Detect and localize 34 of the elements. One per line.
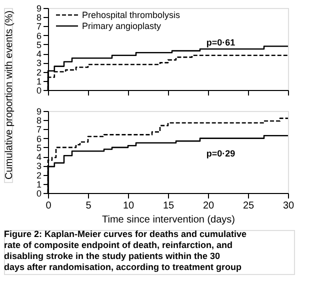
- caption: Figure 2: Kaplan-Meier curves for deaths and cumulative rate of composite endpoint of death, reinfarction, and disabling stroke in the study patients within the 30 days after randomisation, according to treatment group: [4, 229, 247, 272]
- x-tick-label: 10: [122, 200, 134, 212]
- y-tick-label: 4: [36, 49, 42, 60]
- y-tick-label: 6: [36, 30, 42, 41]
- x-tick-label: 30: [282, 200, 294, 212]
- y-axis-title: Cumulative proportion with events (%): [4, 10, 15, 180]
- y-tick-label: 3: [36, 161, 42, 172]
- y-tick-label: 9: [36, 4, 42, 14]
- y-tick-label: 8: [36, 12, 42, 23]
- y-tick-label: 0: [36, 86, 42, 96]
- y-tick-label: 7: [36, 124, 42, 135]
- y-tick-label: 2: [36, 67, 42, 78]
- y-tick-label: 1: [36, 179, 42, 190]
- annotation: p=0·29: [206, 148, 236, 159]
- x-tick-label: 5: [86, 200, 92, 212]
- y-tick-label: 2: [36, 170, 42, 180]
- y-tick-label: 1: [36, 76, 42, 86]
- y-tick-label: 4: [36, 152, 42, 162]
- y-tick-label: 5: [36, 40, 42, 50]
- x-tick-label: 25: [242, 200, 254, 212]
- y-tick-label: 3: [36, 58, 42, 68]
- y-tick-label: 5: [36, 142, 42, 153]
- y-tick-label: 7: [36, 22, 42, 32]
- y-tick-label: 0: [36, 188, 42, 198]
- y-tick-label: 9: [36, 106, 42, 116]
- y-tick-label: 6: [36, 134, 42, 144]
- annotation: p=0·61: [206, 37, 236, 48]
- y-tick-label: 8: [36, 116, 42, 126]
- legend-label: Primary angioplasty: [82, 21, 162, 31]
- x-axis-title: Time since intervention (days): [102, 214, 236, 226]
- x-tick-label: 0: [46, 200, 52, 212]
- x-tick-label: 15: [162, 200, 174, 212]
- x-tick-label: 20: [202, 200, 214, 212]
- legend-label: Prehospital thrombolysis: [82, 10, 181, 20]
